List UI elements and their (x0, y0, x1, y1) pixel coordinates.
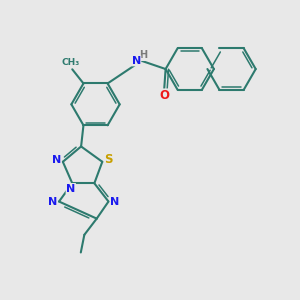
Text: O: O (159, 89, 169, 102)
Text: N: N (48, 196, 57, 206)
Text: N: N (66, 184, 75, 194)
Text: N: N (131, 56, 141, 66)
Text: N: N (52, 155, 61, 165)
Text: H: H (139, 50, 147, 61)
Text: CH₃: CH₃ (62, 58, 80, 67)
Text: N: N (110, 196, 120, 206)
Text: S: S (104, 153, 113, 166)
